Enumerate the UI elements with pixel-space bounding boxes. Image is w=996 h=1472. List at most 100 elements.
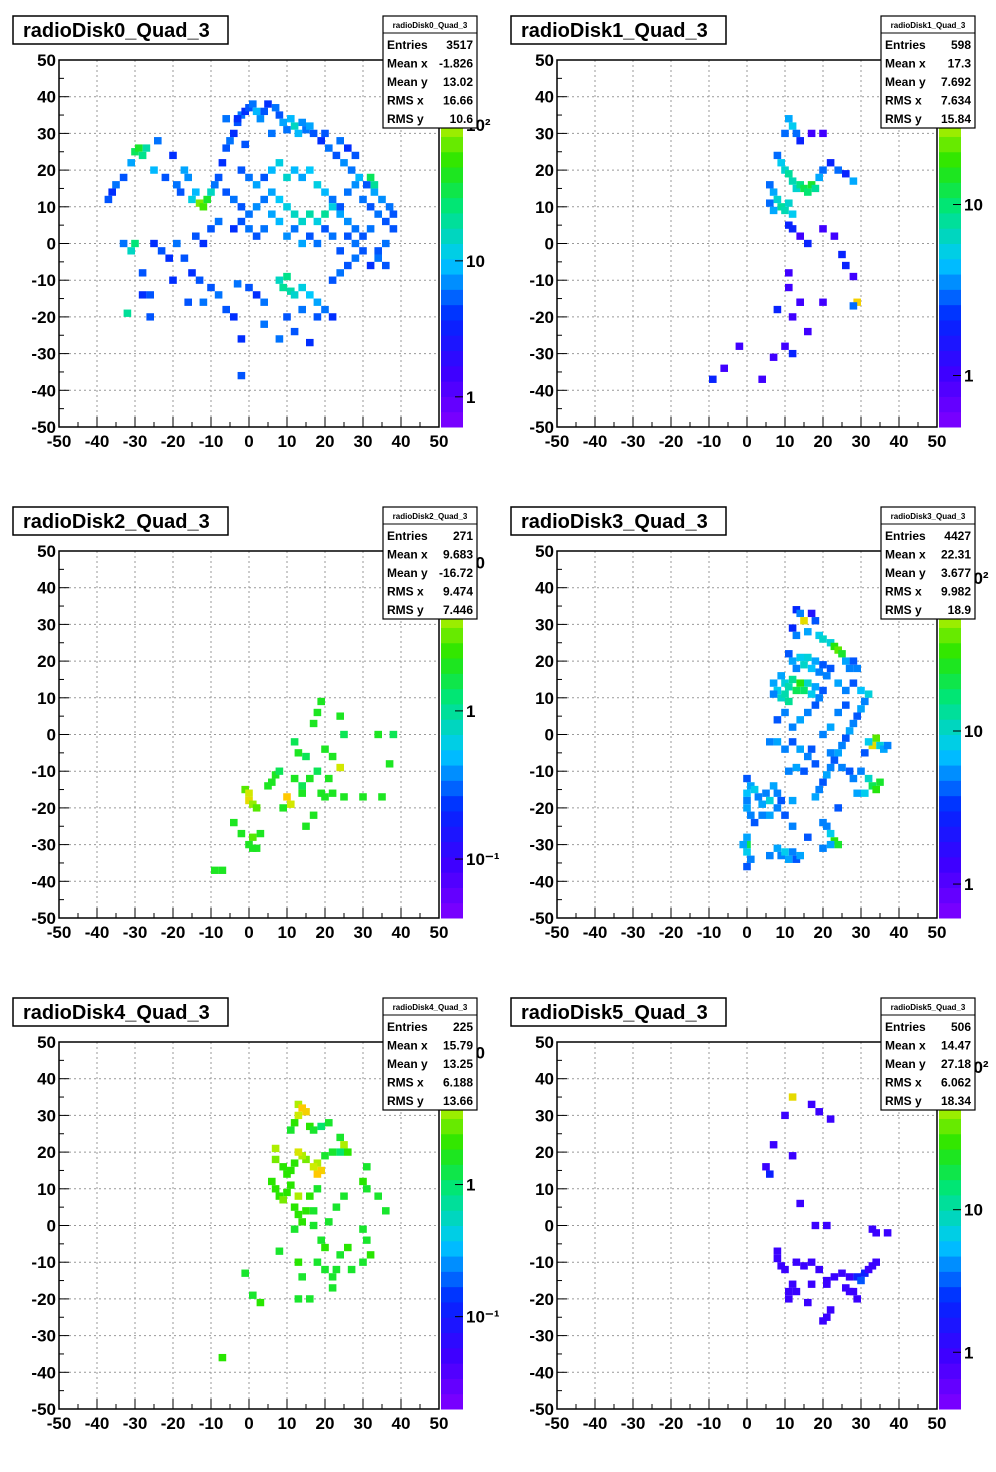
histogram-bin: [785, 767, 793, 775]
color-scale-band: [939, 642, 961, 659]
x-tick-label: -50: [47, 432, 72, 451]
stats-box: radioDisk3_Quad_3 Entries 4427 Mean x 22.31 M…: [880, 506, 976, 620]
stats-label: RMS y: [885, 603, 922, 617]
histogram-bin: [382, 261, 390, 270]
histogram-bin: [268, 166, 276, 174]
x-tick-label: 40: [890, 432, 909, 451]
stats-label: RMS y: [885, 1094, 922, 1108]
histogram-bin: [325, 774, 333, 783]
histogram-bin: [382, 239, 390, 248]
histogram-bin: [298, 789, 306, 797]
histogram-bin: [807, 745, 816, 753]
histogram-bin: [819, 225, 827, 233]
histogram-bin: [819, 635, 827, 643]
histogram-bin: [256, 1298, 265, 1307]
color-scale-band: [939, 1317, 961, 1334]
histogram-bin: [249, 100, 257, 108]
histogram-bin: [328, 1273, 337, 1281]
histogram-bin: [788, 1280, 797, 1288]
y-tick-label: 0: [47, 1217, 56, 1236]
y-tick-label: 20: [37, 161, 56, 180]
histogram-bin: [302, 1207, 310, 1215]
histogram-bin: [328, 1148, 337, 1156]
histogram-bin: [826, 664, 835, 673]
histogram-bin: [819, 686, 827, 695]
histogram-bin: [823, 1221, 831, 1230]
histogram-bin: [290, 166, 299, 174]
stats-frame: [382, 997, 478, 1111]
y-tick-label: 10: [37, 198, 56, 217]
histogram-bin: [849, 177, 858, 185]
histogram-bin: [222, 188, 230, 196]
z-tick-label: 10: [466, 252, 485, 271]
histogram-bin: [807, 690, 816, 698]
histogram-bin: [374, 210, 382, 218]
stats-value: 225: [453, 1020, 473, 1034]
stats-label: Mean y: [885, 75, 926, 89]
histogram-bin: [842, 170, 850, 178]
histogram-bin: [788, 822, 797, 830]
histogram-bin: [252, 291, 261, 299]
color-scale-band: [441, 381, 463, 397]
histogram-bin: [298, 305, 306, 314]
histogram-bin: [366, 261, 375, 270]
histogram-bin: [344, 217, 352, 226]
histogram-bin: [883, 1229, 892, 1237]
histogram-bin: [313, 767, 322, 775]
histogram-bin: [788, 122, 797, 130]
stats-label: Entries: [387, 38, 428, 52]
color-scale-band: [939, 1347, 961, 1364]
histogram-bin: [842, 657, 850, 665]
stats-value: 506: [951, 1020, 971, 1034]
histogram-bin: [792, 606, 801, 614]
panel-title-box: radioDisk3_Quad_3: [510, 506, 727, 536]
color-scale-band: [441, 1301, 463, 1318]
y-tick-label: 30: [535, 124, 554, 143]
stats-label: Mean y: [387, 566, 428, 580]
histogram-bin: [796, 609, 804, 618]
histogram-bin: [807, 181, 816, 189]
histogram-bin: [796, 298, 804, 306]
histogram-bin: [849, 272, 858, 281]
x-tick-label: 0: [742, 432, 751, 451]
histogram-bin: [857, 767, 865, 775]
x-tick-label: 30: [852, 1414, 871, 1433]
color-scale-band: [441, 1210, 463, 1226]
histogram-bin: [176, 188, 185, 196]
histogram-bin: [359, 1177, 367, 1186]
y-tick-label: -10: [31, 1253, 56, 1272]
histogram-bin: [819, 844, 827, 852]
x-tick-label: 0: [742, 1414, 751, 1433]
histogram-bin: [302, 752, 310, 761]
histogram-bin: [785, 170, 793, 178]
histogram-bin: [743, 774, 751, 783]
histogram-bin: [743, 848, 751, 856]
histogram-bin: [336, 1148, 344, 1156]
histogram-bin: [290, 774, 299, 783]
stats-value: 18.34: [941, 1094, 971, 1108]
histogram-bin: [389, 225, 398, 233]
histogram-bin: [785, 683, 793, 691]
x-tick-label: -50: [545, 1414, 570, 1433]
stats-value: 271: [453, 529, 473, 543]
histogram-bin: [796, 232, 804, 240]
histogram-bin: [811, 184, 820, 193]
histogram-bin: [230, 129, 238, 138]
color-scale-band: [441, 411, 463, 428]
histogram-bin: [214, 291, 223, 299]
histogram-bin: [792, 763, 801, 772]
histogram-bin: [321, 210, 329, 218]
color-scale-band: [441, 734, 463, 751]
histogram-bin: [766, 199, 774, 207]
histogram-bin: [313, 298, 322, 306]
color-scale-band: [441, 1164, 463, 1181]
y-tick-label: 0: [47, 235, 56, 254]
histogram-bin: [207, 283, 215, 292]
histogram-bin: [830, 756, 839, 764]
y-tick-label: 40: [37, 1070, 56, 1089]
histogram-bin: [325, 1218, 333, 1226]
color-scale-band: [939, 902, 961, 919]
stats-label: RMS y: [387, 112, 424, 126]
x-tick-label: 20: [316, 1414, 335, 1433]
histogram-bin: [108, 188, 116, 196]
